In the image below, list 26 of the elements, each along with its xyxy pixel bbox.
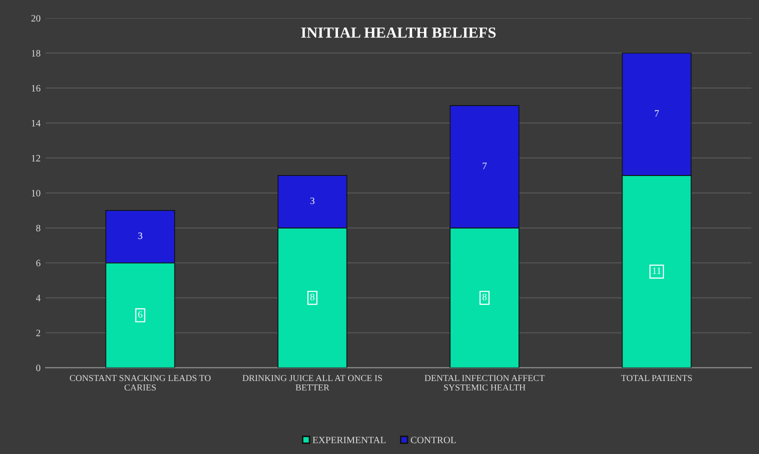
y-tick-label: 18 [32,50,40,57]
y-tick-label: 16 [32,85,40,92]
y-tick-label: 14 [32,120,41,126]
y-tick-label: 6 [36,260,40,266]
x-tick-label: TOTAL PATIENTS [621,375,692,382]
y-tick-label: 10 [32,190,40,196]
legend-label: CONTROL [410,436,456,444]
legend-label: EXPERIMENTAL [312,436,386,444]
data-label: 3 [138,232,142,240]
data-label: 7 [654,110,659,117]
y-tick-label: 2 [36,330,40,336]
y-tick-label: 12 [32,154,40,162]
y-tick-label: 4 [36,294,41,302]
x-tick-label: DRINKING JUICE ALL AT ONCE IS BETTER [242,375,382,390]
data-label: 6 [138,311,142,318]
data-label: 8 [482,294,487,300]
x-tick-label: DENTAL INFECTION AFFECT SYSTEMIC HEALTH [424,375,545,391]
data-label: 11 [652,268,661,274]
data-label: 8 [310,294,314,300]
data-label: 7 [482,162,487,170]
y-tick-label: 20 [31,15,40,22]
y-tick-label: 0 [36,364,40,372]
data-label: 3 [310,198,314,204]
x-tick-label: CONSTANT SNACKING LEADS TO CARIES [70,375,211,391]
y-tick-label: 8 [36,224,40,232]
chart-title: INITIAL HEALTH BELIEFS [301,27,496,38]
